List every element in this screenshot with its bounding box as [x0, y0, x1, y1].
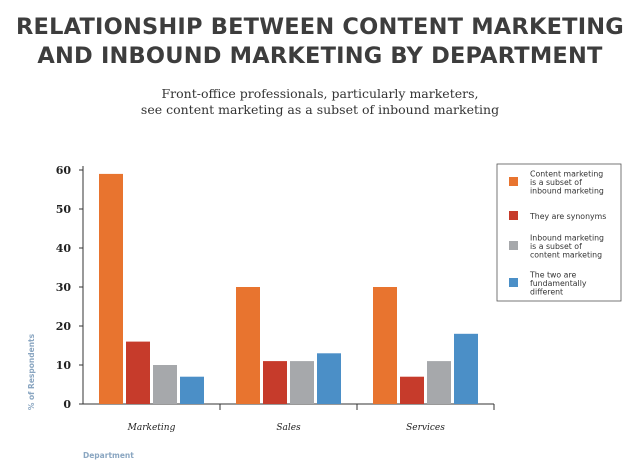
bar-services-series-1 [373, 287, 397, 404]
y-tick-label: 40 [56, 242, 72, 255]
chart-bars [99, 173, 478, 404]
legend-swatch-1 [509, 177, 518, 186]
chart-subtitle-line-2: see content marketing as a subset of inb… [140, 102, 500, 117]
bar-sales-series-1 [236, 287, 260, 404]
y-tick-label: 20 [56, 320, 72, 333]
bar-marketing-series-2 [126, 341, 150, 404]
legend-swatch-4 [509, 278, 518, 287]
legend-label-line: is a subset of [530, 178, 582, 187]
legend-label-line: different [530, 288, 563, 297]
bar-marketing-series-1 [99, 173, 123, 404]
chart-title-line-1: RELATIONSHIP BETWEEN CONTENT MARKETING [16, 14, 624, 40]
x-category-label: Services [406, 423, 445, 433]
legend-label-4: The two are fundamentally different [529, 270, 587, 296]
legend-label-line: They are synonyms [529, 212, 606, 221]
chart-axes: 0 10 20 30 40 50 60 [56, 164, 495, 411]
legend-label-line: Inbound marketing [530, 233, 604, 242]
legend-label-line: content marketing [530, 251, 602, 260]
legend-label-line: The two are [529, 270, 576, 279]
legend-label-2: They are synonyms [529, 212, 606, 221]
y-tick-label: 30 [56, 281, 72, 294]
legend-label-line: Content marketing [530, 169, 603, 178]
bar-services-series-3 [427, 361, 451, 404]
y-tick-label: 10 [56, 359, 72, 372]
chart-title-line-2: AND INBOUND MARKETING BY DEPARTMENT [37, 43, 603, 69]
x-category-label: Marketing [127, 423, 176, 433]
bar-services-series-2 [400, 376, 424, 404]
legend-label-line: inbound marketing [530, 187, 604, 196]
bar-marketing-series-3 [153, 365, 177, 404]
chart-legend: Content marketing is a subset of inbound m… [496, 163, 622, 302]
chart-labels: Marketing Sales Services % of Respondents De… [27, 333, 445, 460]
bar-marketing-series-4 [180, 376, 204, 404]
bar-sales-series-2 [263, 361, 287, 404]
legend-label-3: Inbound marketing is a subset of content m… [530, 233, 604, 259]
bar-sales-series-3 [290, 361, 314, 404]
y-tick-label: 0 [63, 398, 71, 411]
y-axis-title: % of Respondents [27, 333, 36, 410]
legend-label-1: Content marketing is a subset of inbound m… [530, 169, 604, 195]
legend-swatch-2 [509, 211, 518, 220]
legend-label-line: is a subset of [530, 242, 582, 251]
legend-label-line: fundamentally [530, 279, 587, 288]
y-tick-label: 60 [56, 164, 72, 177]
y-tick-label: 50 [56, 203, 72, 216]
legend-swatch-3 [509, 241, 518, 250]
chart-subtitle-line-1: Front-office professionals, particularly… [161, 86, 479, 101]
bar-sales-series-4 [317, 353, 341, 404]
x-axis-title: Department [83, 451, 134, 460]
x-category-label: Sales [276, 423, 301, 433]
bar-services-series-4 [454, 333, 478, 404]
